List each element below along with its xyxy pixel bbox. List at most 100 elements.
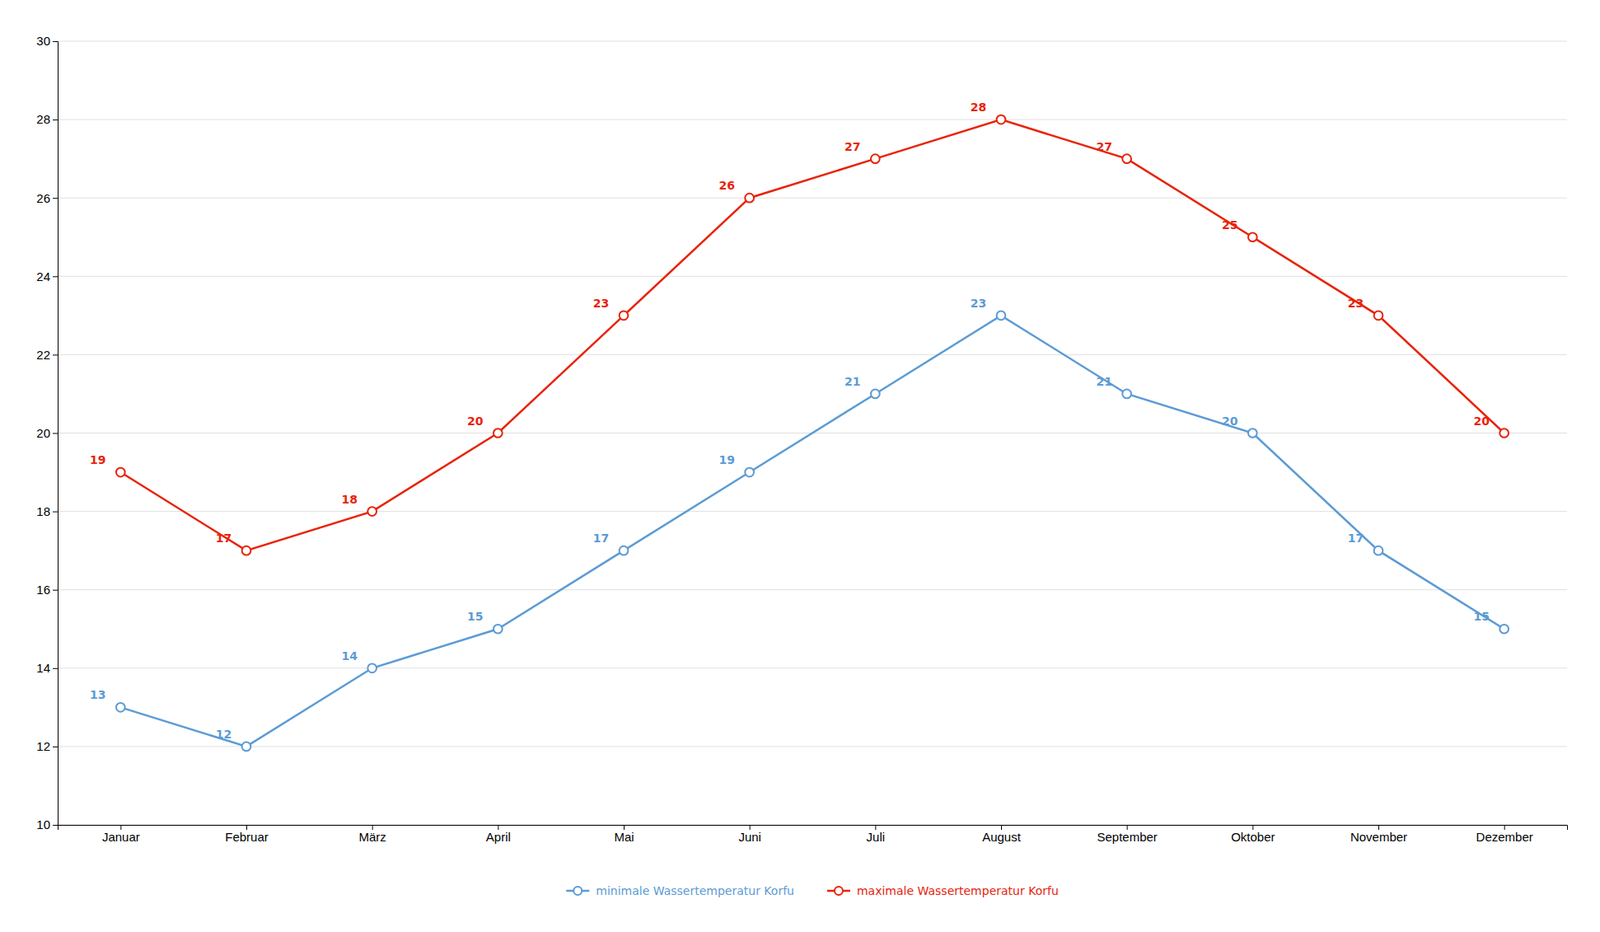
line (120, 119, 1504, 551)
y-tick-mark (52, 668, 58, 670)
x-axis: Januar Februar März April Mai Juni Juli August S… (58, 824, 1568, 844)
y-tick-label: 12 (36, 739, 51, 754)
x-tick: April (486, 824, 511, 844)
y-tick-mark (52, 276, 58, 277)
x-tick: Dezember (1476, 824, 1534, 844)
y-tick: 22 (36, 347, 58, 362)
x-tick-label: Oktober (1230, 829, 1275, 844)
y-tick-mark (52, 824, 58, 826)
grid-line (57, 276, 1568, 277)
x-tick: September (1096, 824, 1157, 844)
y-tick-label: 16 (36, 582, 51, 597)
marker (1248, 232, 1258, 242)
x-tick: Juli (866, 824, 886, 844)
marker (242, 546, 252, 556)
markers (116, 115, 1509, 556)
y-tick: 30 (36, 33, 58, 48)
y-tick-label: 28 (36, 112, 51, 127)
y-tick-mark (52, 41, 58, 43)
data-label: 27 (1095, 140, 1112, 154)
chart: Januar Februar März April Mai Juni Juli August S… (0, 0, 1600, 932)
y-tick: 24 (36, 269, 58, 284)
data-label: 15 (467, 609, 483, 623)
marker (996, 115, 1006, 125)
x-tick: Februar (224, 824, 269, 844)
x-tick: November (1350, 824, 1408, 844)
data-label: 15 (1473, 609, 1489, 623)
y-tick: 16 (36, 582, 58, 597)
data-label: 26 (718, 178, 735, 192)
x-tick-label: Januar (102, 829, 141, 844)
y-tick-mark (52, 433, 58, 435)
grid-line (57, 119, 1568, 121)
data-label: 13 (89, 687, 106, 702)
legend-item: maximale Wassertemperatur Korfu (827, 884, 1059, 898)
data-labels: 1312141517192123212017151917182023262728… (89, 100, 1490, 741)
x-tick-label: August (982, 829, 1022, 844)
y-tick-label: 24 (36, 269, 51, 284)
x-tick-label: November (1350, 829, 1408, 844)
y-tick-label: 14 (36, 660, 51, 675)
marker (242, 742, 252, 752)
y-tick: 20 (36, 425, 58, 440)
data-label: 14 (341, 649, 358, 663)
x-tick: Oktober (1230, 824, 1275, 844)
y-tick: 14 (36, 660, 58, 675)
data-label: 19 (89, 453, 106, 467)
x-tick-label: Juni (738, 829, 762, 844)
data-label: 17 (593, 531, 609, 545)
data-label: 20 (1221, 414, 1239, 428)
marker (1248, 428, 1258, 438)
markers (116, 310, 1509, 751)
y-tick-label: 10 (36, 817, 51, 832)
y-axis: 10 12 14 16 18 20 22 24 26 28 30 (36, 33, 58, 832)
y-tick-mark (52, 119, 58, 121)
grid-line (57, 667, 1568, 669)
y-tick-mark (52, 746, 58, 748)
grid-line (57, 41, 1568, 43)
y-tick-label: 20 (36, 425, 51, 440)
data-label: 17 (215, 531, 232, 545)
marker (116, 467, 126, 478)
data-label: 28 (970, 100, 987, 114)
y-tick-label: 18 (36, 504, 51, 519)
x-tick-label: Februar (224, 829, 269, 844)
x-tick-label: Juli (866, 829, 886, 844)
x-tick-label: Dezember (1476, 829, 1534, 844)
data-label: 25 (1221, 218, 1238, 232)
x-tick-label: Mai (613, 829, 634, 844)
legend: minimale Wassertemperatur Korfu maximale … (566, 884, 1059, 898)
data-label: 12 (215, 727, 232, 741)
y-tick: 18 (36, 504, 58, 519)
y-tick: 28 (36, 112, 58, 127)
marker (996, 310, 1006, 320)
legend-label: maximale Wassertemperatur Korfu (856, 884, 1059, 898)
grid-line (57, 510, 1568, 512)
marker (1499, 624, 1509, 634)
marker (116, 702, 126, 712)
x-tick: August (982, 824, 1022, 844)
y-tick-mark (52, 197, 58, 199)
x-tick: Januar (102, 824, 141, 844)
grid-line (57, 745, 1568, 747)
legend-label: minimale Wassertemperatur Korfu (595, 884, 795, 898)
x-tick: März (358, 824, 386, 844)
plot: Januar Februar März April Mai Juni Juli August S… (36, 33, 1568, 843)
y-tick-label: 26 (36, 191, 51, 206)
marker (1499, 428, 1509, 438)
x-tick-label: März (358, 829, 386, 844)
data-label: 23 (593, 296, 609, 310)
x-tick: Juni (738, 824, 762, 844)
y-axis-line (52, 42, 59, 826)
data-label: 23 (1347, 296, 1364, 310)
y-tick: 10 (36, 817, 58, 832)
marker (619, 546, 629, 556)
marker (1122, 154, 1132, 164)
marker (619, 310, 629, 320)
grid-line (57, 589, 1568, 590)
data-label: 27 (844, 140, 861, 154)
y-tick: 26 (36, 191, 58, 206)
x-tick: Mai (613, 824, 634, 844)
marker (870, 154, 880, 164)
marker (744, 467, 754, 478)
